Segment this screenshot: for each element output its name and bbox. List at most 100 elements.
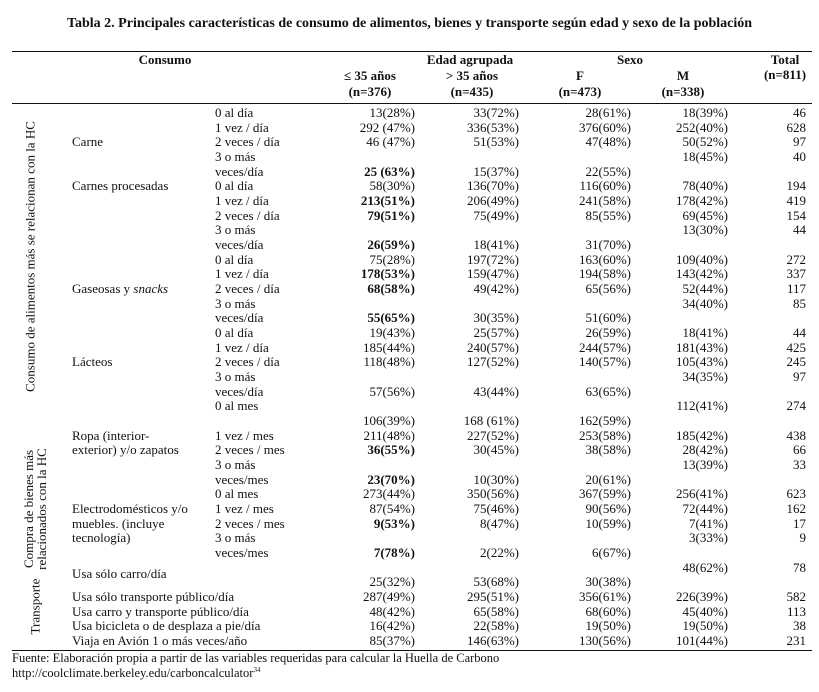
cell-f: 20(61%) bbox=[585, 471, 632, 487]
cell-total: 162 bbox=[786, 501, 807, 517]
cell-m: 18(41%) bbox=[682, 325, 729, 341]
cell-le35: 68(58%) bbox=[367, 281, 415, 297]
cell-f: 356(61%) bbox=[579, 589, 631, 605]
cell-total: 44 bbox=[793, 222, 806, 238]
cell-gt35: 30(45%) bbox=[473, 442, 520, 458]
cell-total: 337 bbox=[786, 266, 807, 282]
item-label: Usa bicicleta o de desplaza a pie/día bbox=[72, 618, 260, 634]
frequency-label: veces/día bbox=[215, 383, 264, 399]
cell-total: 117 bbox=[786, 281, 806, 297]
item-label-text: Usa sólo transporte público/día bbox=[72, 589, 235, 605]
cell-f: 30(38%) bbox=[585, 574, 632, 590]
header-rule bbox=[12, 103, 812, 104]
cell-f: 85(55%) bbox=[585, 207, 632, 223]
cell-le35: 213(51%) bbox=[360, 193, 415, 209]
cell-le35: 48(42%) bbox=[369, 603, 416, 619]
cell-le35: 106(39%) bbox=[363, 413, 415, 429]
cell-le35: 178(53%) bbox=[360, 266, 415, 282]
cell-total: 154 bbox=[786, 207, 807, 223]
cell-m: 143(42%) bbox=[676, 266, 728, 282]
frequency-label: 0 al día bbox=[215, 251, 254, 267]
cell-m: 18(45%) bbox=[682, 149, 729, 164]
cell-m: 28(42%) bbox=[682, 442, 729, 458]
cell-m: 18(39%) bbox=[682, 105, 729, 120]
cell-m: 34(35%) bbox=[682, 369, 729, 385]
frequency-label: 1 vez / día bbox=[215, 193, 269, 209]
cell-gt35: 240(57%) bbox=[467, 339, 519, 355]
frequency-label: 1 vez / mes bbox=[215, 427, 274, 443]
item-label: Gaseosas y snacks bbox=[72, 281, 168, 297]
cell-total: 623 bbox=[786, 486, 807, 502]
cell-f: 130(56%) bbox=[579, 633, 631, 649]
item-label: muebles. (incluye bbox=[72, 516, 164, 532]
cell-le35: 292 (47%) bbox=[359, 119, 415, 135]
cell-f: 51(60%) bbox=[585, 310, 632, 326]
cell-gt35: 336(53%) bbox=[467, 119, 519, 135]
cell-total: 231 bbox=[786, 633, 807, 649]
item-label: Lácteos bbox=[72, 354, 112, 370]
cell-m: 105(43%) bbox=[676, 354, 728, 370]
cell-f: 68(60%) bbox=[585, 603, 632, 619]
item-label-text: Usa sólo carro/día bbox=[72, 565, 167, 581]
cell-m: 72(44%) bbox=[682, 501, 729, 517]
cell-gt35: 8(47%) bbox=[480, 515, 519, 531]
cell-total: 245 bbox=[786, 354, 807, 370]
cell-m: 181(43%) bbox=[676, 339, 728, 355]
cell-f: 26(59%) bbox=[585, 325, 632, 341]
cell-total: 9 bbox=[799, 530, 807, 546]
item-label-text: muebles. (incluye bbox=[72, 515, 165, 531]
cell-le35: 118(48%) bbox=[363, 354, 415, 370]
header-col-le35: ≤ 35 años bbox=[344, 68, 396, 83]
cell-m: 7(41%) bbox=[689, 515, 728, 531]
cell-gt35: 159(47%) bbox=[467, 266, 519, 282]
cell-le35: 25(32%) bbox=[369, 574, 416, 590]
cell-le35: 16(42%) bbox=[369, 618, 416, 634]
cell-m: 78(40%) bbox=[682, 178, 729, 194]
cell-gt35: 65(58%) bbox=[473, 603, 520, 619]
frequency-label: 2 veces / mes bbox=[215, 515, 285, 531]
cell-le35: 211(48%) bbox=[363, 427, 415, 443]
cell-total: 97 bbox=[793, 134, 806, 150]
bottom-rule bbox=[12, 650, 812, 651]
header-consumo: Consumo bbox=[138, 52, 192, 67]
cell-m: 45(40%) bbox=[682, 603, 729, 619]
cell-f: 63(65%) bbox=[585, 383, 632, 399]
cell-le35: 23(70%) bbox=[367, 471, 415, 487]
frequency-label: 1 vez / mes bbox=[215, 501, 274, 517]
item-label: Electrodomésticos y/o bbox=[72, 501, 188, 517]
frequency-label: 1 vez / día bbox=[215, 339, 269, 355]
cell-m: 3(33%) bbox=[689, 530, 728, 546]
cell-le35: 87(54%) bbox=[369, 501, 416, 517]
cell-f: 253(58%) bbox=[579, 427, 631, 443]
cell-le35: 46 (47%) bbox=[366, 134, 415, 150]
cell-m: 13(30%) bbox=[682, 222, 729, 238]
cell-gt35: 127(52%) bbox=[467, 354, 519, 370]
cell-le35: 55(65%) bbox=[367, 310, 415, 326]
frequency-label: 3 o más bbox=[215, 222, 256, 238]
item-label-text: Carnes procesadas bbox=[72, 178, 169, 194]
cell-gt35: 10(30%) bbox=[473, 471, 520, 487]
item-label-text: Usa bicicleta o de desplaza a pie/día bbox=[72, 618, 261, 634]
frequency-label: veces/día bbox=[215, 163, 264, 179]
cell-f: 140(57%) bbox=[579, 354, 631, 370]
header-col-m: M bbox=[676, 68, 690, 83]
cell-f: 10(59%) bbox=[585, 515, 632, 531]
item-label-text: Viaja en Avión 1 o más veces/año bbox=[72, 633, 248, 649]
cell-total: 582 bbox=[786, 589, 807, 605]
frequency-label: 0 al día bbox=[215, 178, 254, 194]
cell-gt35: 168 (61%) bbox=[463, 413, 519, 429]
cell-gt35: 295(51%) bbox=[467, 589, 519, 605]
cell-f: 90(56%) bbox=[585, 501, 632, 517]
cell-f: 116(60%) bbox=[579, 178, 631, 194]
cell-total: 425 bbox=[786, 339, 807, 355]
header-col-f: F bbox=[576, 68, 584, 83]
frequency-label: 3 o más bbox=[215, 530, 256, 546]
cell-le35: 85(37%) bbox=[369, 633, 416, 649]
cell-total: 419 bbox=[786, 193, 807, 209]
header-edad: Edad agrupada bbox=[426, 52, 514, 67]
header-col-gt35: > 35 años bbox=[445, 68, 499, 83]
item-label: exterior) y/o zapatos bbox=[72, 442, 179, 458]
cell-le35: 13(28%) bbox=[369, 105, 416, 120]
cell-total: 628 bbox=[786, 119, 807, 135]
cell-le35: 287(49%) bbox=[363, 589, 415, 605]
